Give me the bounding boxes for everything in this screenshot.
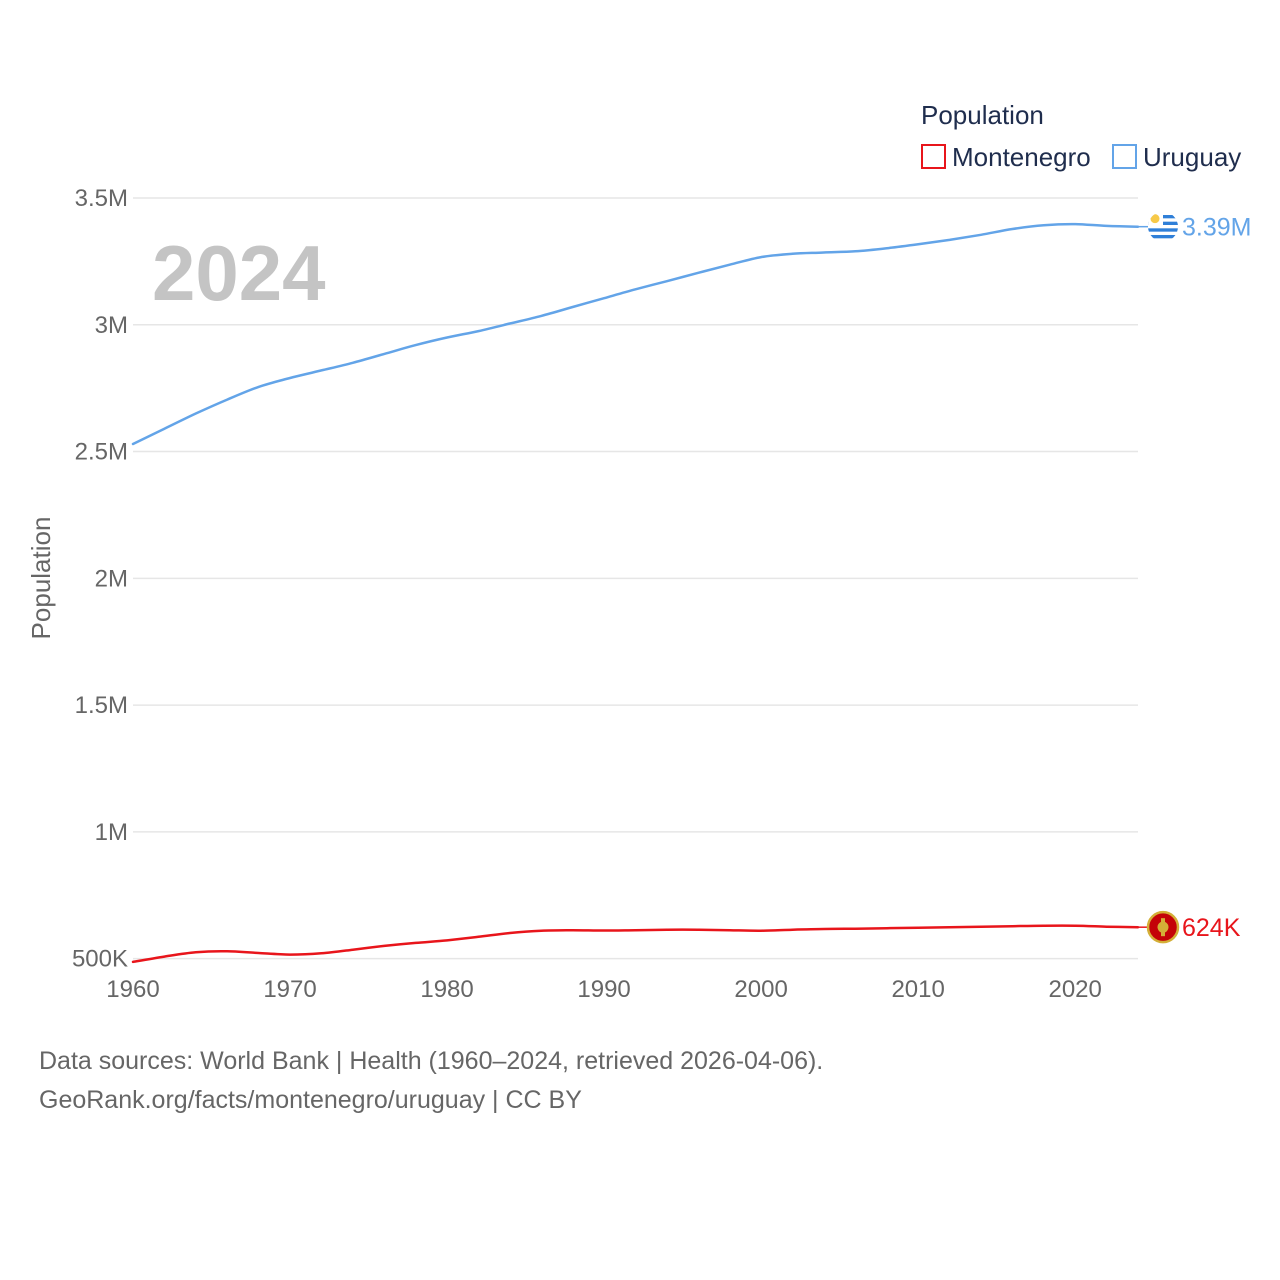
source-line: Data sources: World Bank | Health (1960–…: [39, 1047, 824, 1075]
end-value-label-uruguay: 3.39M: [1182, 214, 1251, 242]
x-tick-label: 1990: [577, 976, 630, 1003]
legend-swatch-montenegro: [921, 144, 946, 169]
montenegro-flag-icon: [1146, 910, 1180, 944]
x-axis-ticks: 1960 1970 1980 1990 2000 2010 2020: [106, 976, 1102, 1003]
series-line-uruguay: [131, 222, 1140, 446]
y-tick-label: 2M: [95, 565, 128, 592]
legend: Population Montenegro Uruguay: [921, 100, 1241, 172]
x-tick-label: 1960: [106, 976, 159, 1003]
y-axis-title: Population: [26, 517, 56, 640]
series-line-montenegro: [131, 924, 1140, 964]
x-tick-label: 1970: [263, 976, 316, 1003]
y-tick-label: 1.5M: [75, 692, 128, 719]
x-tick-label: 1980: [420, 976, 473, 1003]
legend-title: Population: [921, 100, 1044, 130]
legend-item-uruguay[interactable]: Uruguay: [1112, 142, 1241, 172]
y-tick-label: 2.5M: [75, 439, 128, 466]
series-lines: [131, 222, 1140, 964]
year-overlay-label: 2024: [152, 229, 326, 317]
uruguay-flag-icon: [1148, 211, 1178, 242]
legend-swatch-uruguay: [1112, 144, 1137, 169]
y-tick-label: 1M: [95, 819, 128, 846]
y-tick-label: 3M: [95, 312, 128, 339]
x-tick-label: 2000: [734, 976, 787, 1003]
x-tick-label: 2020: [1048, 976, 1101, 1003]
end-markers: 624K 3.39M: [1138, 211, 1251, 944]
y-axis-ticks: 500K 1M 1.5M 2M 2.5M 3M 3.5M: [72, 185, 128, 973]
attribution-link[interactable]: GeoRank.org/facts/montenegro/uruguay | C…: [39, 1086, 582, 1114]
y-tick-label: 500K: [72, 946, 128, 973]
legend-item-montenegro[interactable]: Montenegro: [921, 142, 1091, 172]
source-note: Data sources: World Bank | Health (1960–…: [39, 1042, 823, 1120]
gridlines: [133, 197, 1138, 960]
y-tick-label: 3.5M: [75, 185, 128, 212]
x-tick-label: 2010: [891, 976, 944, 1003]
legend-label-montenegro: Montenegro: [952, 142, 1091, 172]
legend-label-uruguay: Uruguay: [1143, 142, 1241, 172]
end-value-label-montenegro: 624K: [1182, 914, 1241, 942]
